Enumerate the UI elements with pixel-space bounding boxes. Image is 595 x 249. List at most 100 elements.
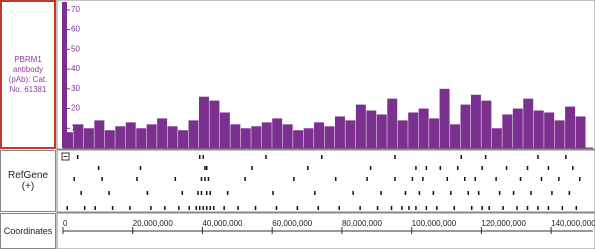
signal-bar: [178, 130, 189, 148]
signal-bar: [470, 94, 481, 148]
y-tick-label: 60: [71, 25, 80, 34]
gene: [470, 206, 473, 210]
gene: [432, 191, 435, 195]
gene: [415, 206, 417, 210]
gene: [530, 191, 532, 195]
gene: [481, 206, 483, 210]
signal-bar: [334, 116, 345, 148]
gene: [174, 177, 177, 181]
gene: [418, 191, 421, 195]
signal-bar: [251, 126, 262, 148]
gene: [477, 191, 480, 195]
signal-bar: [544, 112, 555, 148]
coordinates-label: Coordinates: [0, 213, 56, 249]
signal-bar: [125, 122, 136, 148]
gene: [83, 206, 86, 210]
gene: [73, 177, 75, 181]
gene: [205, 166, 208, 170]
x-tick-label: 100,000,000: [412, 219, 457, 228]
gene: [467, 191, 469, 195]
gene: [366, 177, 368, 181]
gene: [579, 177, 581, 181]
gene: [457, 166, 459, 170]
gene: [411, 177, 414, 181]
signal-bar: [240, 128, 251, 148]
signal-bar: [115, 126, 126, 148]
signal-bar: [523, 98, 534, 148]
gene: [537, 206, 539, 210]
signal-bar: [366, 110, 377, 148]
gene: [369, 166, 372, 170]
gene: [111, 206, 114, 210]
gene: [204, 177, 206, 181]
gene: [481, 166, 483, 170]
signal-bar: [63, 132, 73, 148]
signal-bar: [429, 118, 440, 148]
x-tick-label: 140,000,000: [551, 219, 595, 228]
gene: [296, 206, 299, 210]
x-tick-label: 0: [63, 219, 68, 228]
gene: [439, 166, 442, 170]
gene: [164, 206, 166, 210]
gene: [334, 177, 337, 181]
signal-bar: [157, 118, 168, 148]
signal-bar: [345, 120, 356, 148]
gene: [200, 191, 203, 195]
gene: [237, 206, 239, 210]
gene: [547, 206, 550, 210]
gene: [317, 206, 320, 210]
gene: [139, 166, 142, 170]
gene: [474, 177, 476, 181]
signal-bar: [73, 124, 84, 148]
signal-bar: [565, 106, 576, 148]
signal-bar: [554, 120, 565, 148]
signal-bar: [324, 126, 335, 148]
signal-bar: [450, 124, 460, 148]
signal-bar: [387, 98, 398, 148]
gene: [293, 177, 295, 181]
signal-bar: [104, 130, 115, 148]
x-tick-label: 80,000,000: [342, 219, 383, 228]
gene: [425, 206, 428, 210]
gene: [488, 206, 490, 210]
gene: [394, 155, 396, 159]
track-label: PBRM1 antibody (pAb): Cat. No. 61381: [0, 0, 56, 149]
gene: [512, 191, 515, 195]
gene: [565, 155, 567, 159]
gene: [404, 191, 407, 195]
gene: [561, 206, 564, 210]
signal-bar: [282, 124, 293, 148]
gene: [254, 206, 257, 210]
gene: [547, 166, 550, 170]
gene: [205, 206, 208, 210]
signal-bar: [293, 130, 304, 148]
gene: [540, 177, 543, 181]
gene: [537, 155, 539, 159]
gene: [207, 177, 210, 181]
gene: [338, 206, 340, 210]
gene: [463, 177, 466, 181]
gene: [314, 191, 316, 195]
signal-bar: [397, 120, 408, 148]
gene: [495, 177, 497, 181]
gene: [505, 166, 508, 170]
gene: [223, 206, 225, 210]
gene: [390, 206, 393, 210]
gene: [94, 206, 96, 210]
gene: [401, 206, 403, 210]
gene: [446, 177, 449, 181]
signal-bar: [408, 112, 419, 148]
gene: [275, 206, 278, 210]
gene: [204, 166, 206, 170]
gene: [195, 206, 197, 210]
gene: [572, 166, 574, 170]
gene: [568, 191, 571, 195]
coordinates-track-frame: [56, 212, 595, 249]
gene: [450, 191, 452, 195]
signal-bar: [314, 122, 325, 148]
gene: [209, 206, 211, 210]
y-tick-label: 40: [71, 64, 80, 73]
gene: [380, 191, 382, 195]
